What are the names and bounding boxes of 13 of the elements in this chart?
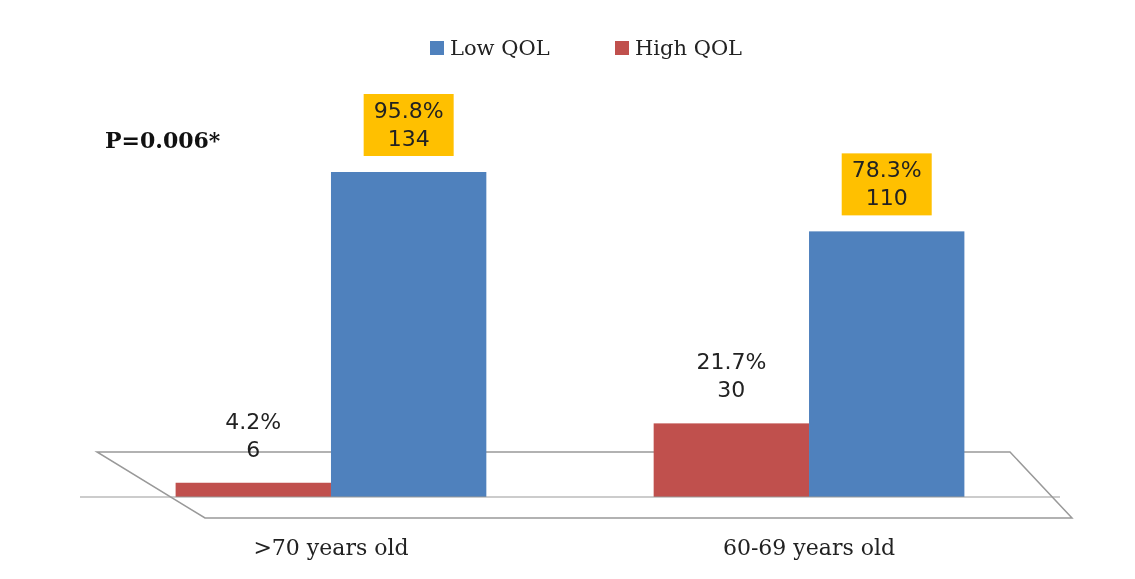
bar bbox=[653, 423, 810, 497]
text: P=0.006* bbox=[105, 127, 221, 153]
data-label: 78.3% 110 bbox=[851, 157, 922, 211]
data-label: 21.7% 30 bbox=[696, 349, 767, 403]
x-tick-label: 60-69 years old bbox=[722, 535, 896, 560]
data-label: 4.2% 6 bbox=[225, 408, 282, 462]
bar bbox=[175, 482, 331, 497]
legend-label: Low QOL bbox=[450, 36, 550, 60]
legend-label: High QOL bbox=[635, 36, 743, 60]
bar bbox=[809, 231, 965, 497]
bar bbox=[330, 172, 487, 497]
data-label: 95.8% 134 bbox=[373, 98, 444, 151]
x-tick-label: >70 years old bbox=[253, 535, 409, 560]
